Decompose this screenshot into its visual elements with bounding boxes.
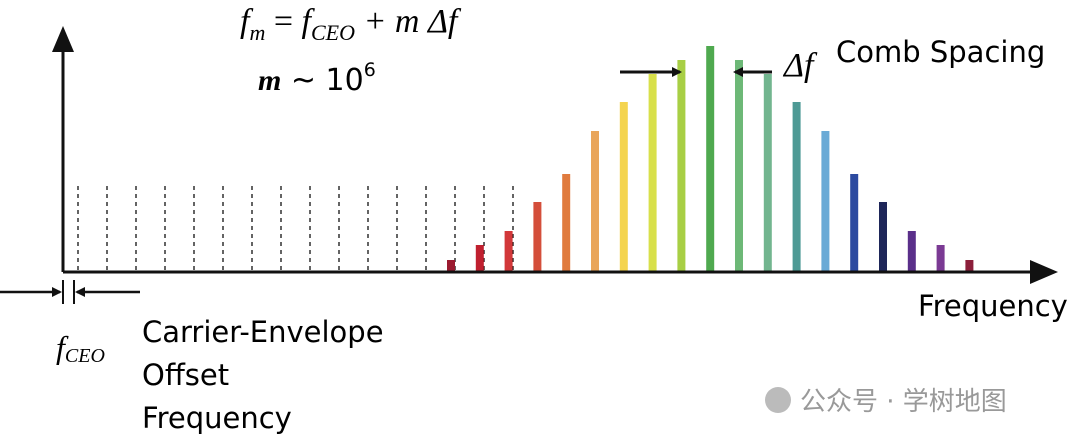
comb-line [792,102,801,272]
comb-line [619,102,628,272]
comb-line [677,60,686,272]
axis-label: Frequency [918,289,1068,323]
comb-line [648,74,657,272]
comb-line [936,245,945,272]
comb-line [735,60,743,272]
watermark-icon [765,387,791,413]
comb-line [562,174,571,272]
spacing-symbol: Δf [782,47,818,84]
watermark: 公众号 · 学树地图 [800,387,1007,417]
comb-lines [77,46,974,272]
x-arrow [1030,260,1058,284]
equation: fm = fCEO + m Δf [240,3,462,45]
comb-line [504,231,513,272]
spacing-label: Comb Spacing [836,35,1045,69]
comb-line [763,74,772,272]
offset-label: Carrier-Envelope [142,315,384,349]
comb-line [475,245,484,272]
offset-label: Frequency [142,401,292,435]
comb-line [447,260,455,272]
offset-label: Offset [142,358,229,392]
comb-line [965,260,974,272]
y-arrow [52,26,74,52]
comb-line [907,231,916,272]
order: m ~ 106 [258,59,376,98]
comb-line [879,202,887,272]
comb-line [706,46,715,272]
comb-line [533,202,542,272]
comb-line [821,131,830,272]
offset-symbol: fCEO [56,329,105,367]
comb-line [591,131,599,272]
comb-line [850,174,859,272]
